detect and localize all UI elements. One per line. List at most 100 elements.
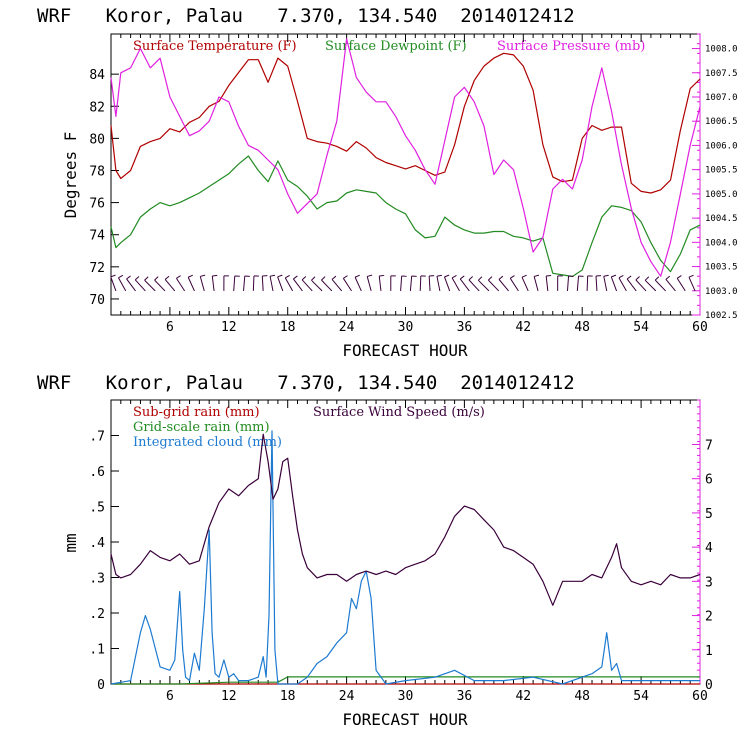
y-tick-label: 74 bbox=[89, 229, 105, 244]
y2-tick-label: 7 bbox=[705, 438, 713, 453]
chart1-series bbox=[110, 38, 701, 278]
wind-barb bbox=[243, 275, 246, 291]
chart2-title: WRF Koror, Palau 7.370, 134.540 20140124… bbox=[37, 372, 575, 394]
wind-barb-flag bbox=[611, 274, 617, 278]
wind-barb bbox=[110, 276, 117, 292]
y-tick-label: 0 bbox=[97, 678, 105, 693]
series-line-dewpoint bbox=[110, 155, 701, 278]
wind-barb bbox=[644, 279, 657, 292]
wind-barb-flag bbox=[343, 275, 348, 279]
y2-tick-label: 1002.5 bbox=[705, 311, 738, 321]
x-tick-label: 18 bbox=[280, 689, 296, 704]
x-tick-label: 24 bbox=[339, 689, 355, 704]
chart1-x-label: FORECAST HOUR bbox=[342, 341, 468, 360]
wind-barb-flag bbox=[176, 275, 181, 279]
series-line-cloud bbox=[110, 430, 700, 685]
y-tick-label: .2 bbox=[89, 607, 105, 622]
y-tick-label: 70 bbox=[89, 293, 105, 308]
wind-barb-flag bbox=[354, 274, 360, 278]
wind-barb bbox=[603, 276, 608, 292]
x-tick-label: 60 bbox=[692, 320, 708, 335]
wind-barb bbox=[187, 277, 195, 292]
wind-barb bbox=[610, 276, 618, 292]
y2-tick-label: 1004.5 bbox=[705, 214, 738, 224]
y2-tick-label: 1008.0 bbox=[705, 45, 738, 55]
y2-tick-label: 1006.0 bbox=[705, 141, 738, 151]
chart2-y-ticks: 0 .1 .2 .3 .4 .5 .6 .7 bbox=[89, 430, 119, 693]
y-tick-label: 82 bbox=[89, 100, 105, 115]
wind-barb bbox=[211, 275, 215, 291]
chart1-y2-ticks: 1002.5 1003.0 1003.5 1004.0 1004.5 1005.0 1005… bbox=[692, 33, 738, 321]
wind-barb bbox=[545, 275, 549, 291]
wind-barb bbox=[654, 279, 667, 292]
y2-tick-label: 5 bbox=[705, 507, 713, 522]
x-tick-label: 54 bbox=[633, 320, 649, 335]
legend-subgrid-rain: Sub-grid rain (mm) bbox=[133, 405, 260, 420]
wind-barb bbox=[293, 278, 303, 292]
legend-temperature: Surface Temperature (F) bbox=[133, 39, 297, 54]
legend-wind-speed: Surface Wind Speed (m/s) bbox=[313, 405, 485, 420]
wind-barb bbox=[176, 278, 186, 292]
legend-gridscale-rain: Grid-scale rain (mm) bbox=[133, 420, 270, 435]
wind-barb bbox=[261, 275, 264, 291]
wind-barb-flag bbox=[618, 274, 624, 279]
y-tick-label: .3 bbox=[89, 572, 105, 587]
y2-tick-label: 4 bbox=[705, 541, 713, 556]
y-tick-label: 84 bbox=[89, 68, 105, 83]
y2-tick-label: 1005.5 bbox=[705, 166, 738, 176]
wind-barb bbox=[400, 275, 403, 291]
x-tick-label: 12 bbox=[221, 320, 237, 335]
wind-barb-flag bbox=[546, 274, 552, 277]
wind-barb bbox=[126, 278, 136, 292]
y2-tick-label: 3 bbox=[705, 575, 713, 590]
y2-tick-label: 1004.0 bbox=[705, 238, 738, 248]
wind-barb bbox=[144, 279, 156, 292]
wind-barb bbox=[576, 275, 580, 291]
x-tick-label: 6 bbox=[166, 320, 174, 335]
wind-barb bbox=[269, 276, 274, 292]
chart1-title: WRF Koror, Palau 7.370, 134.540 20140124… bbox=[37, 5, 575, 27]
y-tick-label: 78 bbox=[89, 164, 105, 179]
wind-barb bbox=[118, 277, 127, 292]
chart2-y2-ticks: 0 1 2 3 4 5 6 7 bbox=[692, 399, 713, 693]
wind-barb-flag bbox=[154, 276, 159, 281]
wind-barb bbox=[665, 279, 676, 292]
wind-barb-flag bbox=[367, 274, 373, 277]
legend-dewpoint: Surface Dewpoint (F) bbox=[325, 39, 467, 54]
wind-barb-flag bbox=[603, 274, 609, 277]
wind-barb-flag bbox=[477, 276, 483, 281]
x-tick-label: 60 bbox=[692, 689, 708, 704]
wind-barb-flag bbox=[626, 275, 632, 280]
wind-barb-flag bbox=[488, 276, 493, 281]
x-tick-label: 42 bbox=[515, 320, 531, 335]
precipitation-chart: WRF Koror, Palau 7.370, 134.540 20140124… bbox=[37, 372, 713, 729]
wind-barb bbox=[676, 278, 686, 292]
x-tick-label: 36 bbox=[457, 689, 473, 704]
wind-barb-flag bbox=[311, 276, 316, 281]
chart1-wind-barbs bbox=[110, 274, 696, 292]
wind-barb bbox=[451, 277, 460, 292]
y-tick-label: .7 bbox=[89, 430, 105, 445]
wind-barb-flag bbox=[676, 275, 682, 279]
wind-barb bbox=[626, 278, 637, 292]
wind-barb-flag bbox=[321, 276, 326, 281]
chart2-series bbox=[110, 430, 701, 685]
wind-barb bbox=[635, 279, 647, 292]
x-tick-label: 12 bbox=[221, 689, 237, 704]
wind-barb-flag bbox=[644, 276, 650, 281]
wind-barb bbox=[233, 275, 236, 291]
wind-barb-flag bbox=[118, 274, 124, 279]
wind-barb-flag bbox=[293, 275, 298, 280]
wind-barb bbox=[586, 275, 589, 291]
x-tick-label: 24 bbox=[339, 320, 355, 335]
wind-barb-flag bbox=[164, 275, 170, 280]
x-tick-label: 54 bbox=[633, 689, 649, 704]
chart1-legend: Surface Temperature (F) Surface Dewpoint… bbox=[133, 39, 645, 54]
chart2-legend: Sub-grid rain (mm) Grid-scale rain (mm) … bbox=[133, 405, 485, 450]
wind-barb bbox=[134, 279, 146, 292]
wind-barb-flag bbox=[301, 276, 307, 281]
wind-barb-flag bbox=[665, 275, 671, 280]
y2-tick-label: 1005.0 bbox=[705, 190, 738, 200]
wind-barb bbox=[459, 278, 470, 292]
